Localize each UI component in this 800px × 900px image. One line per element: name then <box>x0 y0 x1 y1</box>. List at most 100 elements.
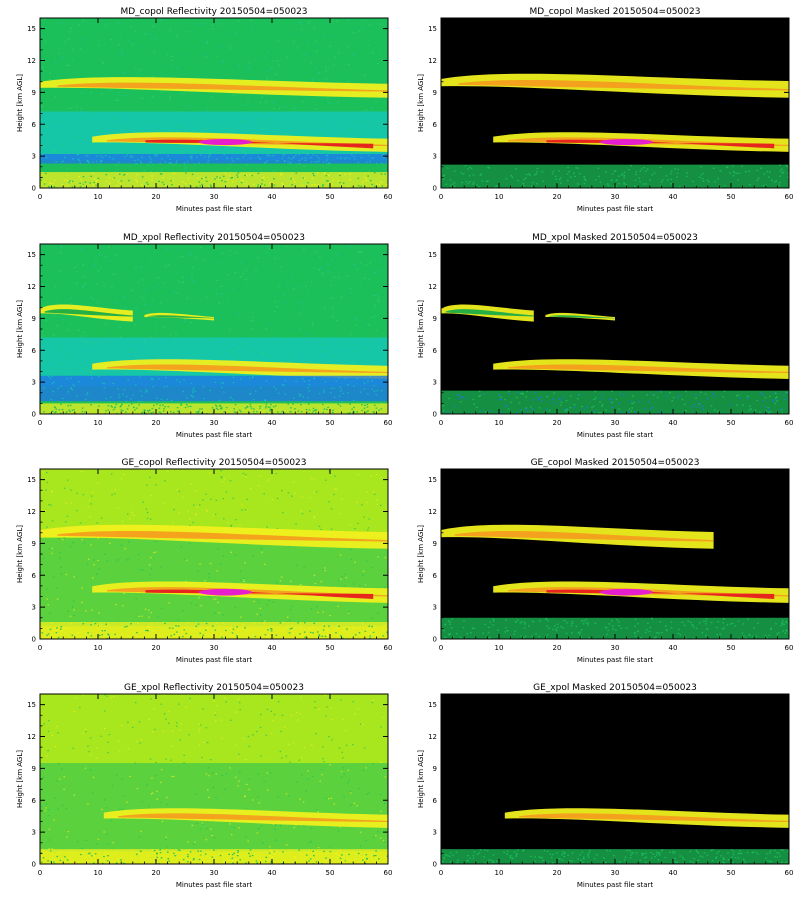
x-tick-label: 40 <box>268 193 277 201</box>
y-tick-label: 9 <box>32 89 36 97</box>
cloud-layer-core <box>147 315 214 319</box>
cloud-layer-max <box>198 588 252 596</box>
x-tick-label: 20 <box>553 193 562 201</box>
x-tick-label: 20 <box>553 419 562 427</box>
y-tick-label: 6 <box>32 797 37 805</box>
y-tick-label: 0 <box>433 185 437 193</box>
surface-echo-band <box>40 403 388 414</box>
y-tick-label: 6 <box>433 347 438 355</box>
cloud-layer-core <box>507 364 789 374</box>
y-tick-label: 15 <box>27 25 36 33</box>
x-axis-label: Minutes past file start <box>577 205 654 213</box>
radar-panel: 0 10 20 30 40 50 60 0 3 6 9 12 15 MD_copol Reflectivi… <box>16 7 392 213</box>
x-tick-label: 40 <box>669 869 678 877</box>
x-axis-label: Minutes past file start <box>577 656 654 664</box>
lower-noise-region <box>40 538 388 627</box>
x-tick-label: 0 <box>439 419 443 427</box>
y-tick-label: 3 <box>32 153 36 161</box>
y-tick-label: 15 <box>428 25 437 33</box>
cloud-layer-core <box>118 813 388 823</box>
x-tick-label: 40 <box>669 419 678 427</box>
x-tick-label: 60 <box>785 193 794 201</box>
x-tick-label: 60 <box>785 419 794 427</box>
x-tick-label: 20 <box>152 419 161 427</box>
x-tick-label: 60 <box>384 644 393 652</box>
x-tick-label: 20 <box>553 644 562 652</box>
x-tick-label: 60 <box>384 869 393 877</box>
x-tick-label: 0 <box>38 193 42 201</box>
y-axis-label: Height [km AGL] <box>16 750 24 808</box>
x-tick-label: 50 <box>326 419 335 427</box>
y-tick-label: 9 <box>32 765 36 773</box>
x-tick-label: 10 <box>94 193 103 201</box>
y-tick-label: 3 <box>433 604 437 612</box>
x-axis-label: Minutes past file start <box>577 881 654 889</box>
x-tick-label: 50 <box>727 419 736 427</box>
cloud-layer-core <box>106 364 388 374</box>
cloud-layer-core <box>44 309 133 317</box>
cloud-layer-core <box>454 530 714 542</box>
y-tick-label: 0 <box>433 411 437 419</box>
panel-title: MD_xpol Reflectivity 20150504=050023 <box>123 233 305 243</box>
x-tick-label: 30 <box>210 869 219 877</box>
panel-title: GE_copol Reflectivity 20150504=050023 <box>121 458 306 468</box>
cloud-layer-core <box>458 79 789 91</box>
radar-panel: 0 10 20 30 40 50 60 0 3 6 9 12 15 GE_copol Reflectivi… <box>16 458 392 664</box>
x-tick-label: 10 <box>94 644 103 652</box>
y-tick-label: 0 <box>32 636 36 644</box>
x-tick-label: 10 <box>94 419 103 427</box>
y-tick-label: 3 <box>32 379 36 387</box>
panel-title: GE_xpol Masked 20150504=050023 <box>533 683 697 693</box>
y-tick-label: 9 <box>32 315 36 323</box>
cloud-layer-core <box>548 315 615 319</box>
radar-panel: 0 10 20 30 40 50 60 0 3 6 9 12 15 MD_copol Masked 201… <box>417 7 793 213</box>
y-tick-label: 15 <box>27 701 36 709</box>
y-axis-label: Height [km AGL] <box>16 300 24 358</box>
x-axis-label: Minutes past file start <box>176 205 253 213</box>
x-tick-label: 10 <box>495 644 504 652</box>
x-tick-label: 30 <box>611 644 620 652</box>
y-axis-label: Height [km AGL] <box>417 300 425 358</box>
panel-title: MD_copol Reflectivity 20150504=050023 <box>120 7 307 17</box>
surface-echo-band <box>441 849 789 864</box>
y-tick-label: 6 <box>32 121 37 129</box>
x-tick-label: 60 <box>384 193 393 201</box>
panel-title: MD_copol Masked 20150504=050023 <box>530 7 701 17</box>
cloud-layer-max <box>599 588 653 596</box>
y-tick-label: 12 <box>27 733 36 741</box>
cloud-layer-core <box>57 82 388 92</box>
y-tick-label: 15 <box>428 701 437 709</box>
y-tick-label: 3 <box>32 829 36 837</box>
x-tick-label: 20 <box>553 869 562 877</box>
x-tick-label: 0 <box>38 644 42 652</box>
x-tick-label: 50 <box>727 644 736 652</box>
surface-echo-band <box>441 617 789 639</box>
x-tick-label: 10 <box>495 419 504 427</box>
y-tick-label: 12 <box>27 283 36 291</box>
radar-panel: 0 10 20 30 40 50 60 0 3 6 9 12 15 GE_copol Masked 201… <box>417 458 793 664</box>
x-tick-label: 40 <box>268 869 277 877</box>
panel-title: GE_copol Masked 20150504=050023 <box>531 458 700 468</box>
y-tick-label: 0 <box>433 861 437 869</box>
radar-panel: 0 10 20 30 40 50 60 0 3 6 9 12 15 GE_xpol Reflectivit… <box>16 683 392 889</box>
x-tick-label: 60 <box>785 644 794 652</box>
y-tick-label: 15 <box>27 476 36 484</box>
x-tick-label: 30 <box>611 193 620 201</box>
x-tick-label: 60 <box>384 419 393 427</box>
x-tick-label: 10 <box>94 869 103 877</box>
surface-echo-band <box>441 390 789 414</box>
y-tick-label: 12 <box>428 283 437 291</box>
y-tick-label: 9 <box>433 765 437 773</box>
x-tick-label: 0 <box>38 419 42 427</box>
x-tick-label: 20 <box>152 644 161 652</box>
y-tick-label: 15 <box>428 251 437 259</box>
noise-band <box>40 154 388 164</box>
y-tick-label: 9 <box>32 540 36 548</box>
x-axis-label: Minutes past file start <box>577 431 654 439</box>
y-tick-label: 15 <box>27 251 36 259</box>
x-tick-label: 0 <box>38 869 42 877</box>
x-tick-label: 30 <box>210 644 219 652</box>
x-tick-label: 10 <box>495 869 504 877</box>
cloud-layer-max <box>198 139 252 146</box>
x-tick-label: 50 <box>326 644 335 652</box>
